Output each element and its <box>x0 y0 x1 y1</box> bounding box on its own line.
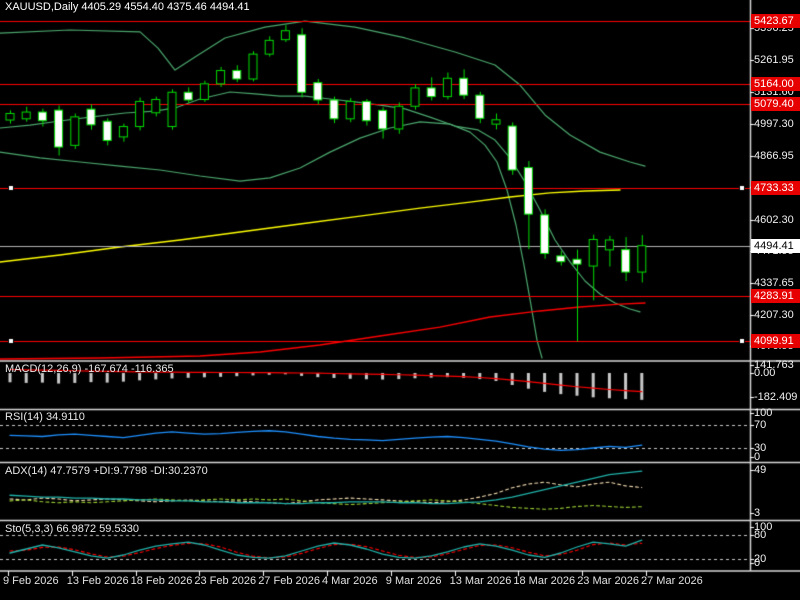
indicator-axis-label: 80 <box>754 529 767 541</box>
date-label: 9 Mar 2026 <box>385 575 442 587</box>
indicator-axis-label: -182.409 <box>754 391 798 403</box>
current-price-badge: 4494.41 <box>751 238 800 253</box>
price-level-badge: 4733.33 <box>751 180 800 195</box>
price-tick-label: 5261.95 <box>754 54 794 67</box>
price-level-badge: 5079.40 <box>751 97 800 112</box>
indicator-axis-label: 3 <box>754 507 761 519</box>
sto-indicator-label: Sto(5,3,3) 66.9872 59.5330 <box>5 523 139 535</box>
price-tick-label: 4337.65 <box>754 277 794 290</box>
chart-title: XAUUSD,Daily 4405.29 4554.40 4375.46 449… <box>5 1 250 13</box>
rsi-indicator-label: RSI(14) 34.9110 <box>5 411 85 423</box>
date-label: 9 Feb 2026 <box>3 575 59 587</box>
date-label: 13 Feb 2026 <box>66 575 129 587</box>
price-tick-label: 4866.95 <box>754 149 794 162</box>
date-label: 23 Mar 2026 <box>577 575 639 587</box>
date-label: 27 Feb 2026 <box>258 575 320 587</box>
adx-indicator-label: ADX(14) 47.7579 +DI:9.7798 -DI:30.2370 <box>5 465 208 477</box>
price-tick-label: 4207.30 <box>754 308 794 321</box>
price-level-badge: 5423.67 <box>751 14 800 29</box>
date-label: 18 Mar 2026 <box>513 575 576 587</box>
indicator-axis-label: 100 <box>754 407 773 419</box>
indicator-axis-label: 0.00 <box>754 367 776 379</box>
price-tick-label: 4602.30 <box>754 213 794 226</box>
date-label: 4 Mar 2026 <box>322 575 378 587</box>
indicator-axis-label: 30 <box>754 442 767 454</box>
indicator-axis-label: 0 <box>754 451 761 463</box>
price-level-badge: 4099.91 <box>751 333 800 348</box>
date-label: 18 Feb 2026 <box>130 575 193 587</box>
date-label: 27 Mar 2026 <box>641 575 703 587</box>
date-label: 13 Mar 2026 <box>449 575 512 587</box>
price-tick-label: 4997.30 <box>754 118 794 131</box>
indicator-axis-label: 70 <box>754 419 767 431</box>
price-level-badge: 4283.91 <box>751 289 800 304</box>
indicator-axis-label: 49 <box>754 464 767 476</box>
indicator-axis-label: 0 <box>754 557 761 569</box>
indicator-axis-label: 20 <box>754 553 767 565</box>
indicator-axis-label: 100 <box>754 521 773 533</box>
price-level-badge: 5164.00 <box>751 77 800 92</box>
date-label: 23 Feb 2026 <box>194 575 257 587</box>
indicator-axis-label: 141.763 <box>754 359 794 371</box>
macd-indicator-label: MACD(12,26,9) -167.674 -116.365 <box>5 363 174 375</box>
